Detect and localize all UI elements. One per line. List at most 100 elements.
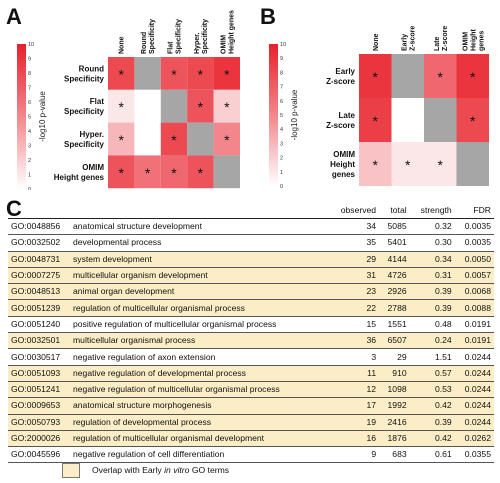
- go-id-cell: GO:0009653: [8, 397, 70, 415]
- observed-cell: 23: [328, 283, 380, 301]
- go-term-cell: negative regulation of developmental pro…: [70, 365, 329, 382]
- strength-cell: 0.34: [409, 251, 455, 268]
- column-label: Height: [470, 29, 477, 51]
- go-id-cell: GO:0051239: [8, 299, 70, 317]
- column-label: genes: [478, 31, 485, 51]
- colorbar-tick-label: 4: [280, 127, 283, 133]
- colorbar-tick-label: 8: [28, 71, 31, 77]
- fdr-cell: 0.0088: [454, 299, 494, 317]
- heatmap-cell: [187, 155, 214, 189]
- colorbar-tick-label: 7: [280, 85, 283, 91]
- column-label: Round: [141, 32, 148, 54]
- significance-star: *: [224, 99, 230, 115]
- go-term-cell: multicellular organismal process: [70, 332, 329, 350]
- heatmap-cell: [108, 57, 135, 90]
- observed-cell: 36: [328, 332, 380, 350]
- heatmap-cell: [160, 89, 188, 123]
- row-label: Specificity: [64, 74, 105, 83]
- heatmap-cell: [424, 142, 457, 186]
- row-label: OMIM: [333, 150, 355, 159]
- strength-cell: 0.57: [409, 365, 455, 382]
- colorbar-tick-label: 4: [28, 129, 31, 135]
- total-cell: 2788: [379, 299, 410, 317]
- go-term-cell: negative regulation of axon extension: [70, 348, 329, 366]
- go-term-cell: system development: [70, 251, 329, 268]
- strength-cell: 0.39: [409, 414, 455, 431]
- go-id-cell: GO:0045596: [8, 446, 70, 464]
- legend-swatch: [62, 463, 80, 478]
- significance-star: *: [198, 66, 204, 82]
- go-id-cell: GO:0051241: [8, 381, 70, 399]
- strength-cell: 0.39: [409, 299, 455, 317]
- heatmap-cell: [134, 57, 161, 90]
- legend-text-post: GO terms: [189, 465, 230, 475]
- row-label: Hyper.: [80, 130, 104, 139]
- table-row: GO:0051093 negative regulation of develop…: [8, 365, 494, 382]
- heatmap-cell: [160, 57, 188, 90]
- column-label: Z-score: [442, 26, 449, 51]
- go-term-cell: positive regulation of multicellular org…: [70, 316, 329, 334]
- significance-star: *: [171, 165, 177, 181]
- row-label: Round: [79, 64, 104, 73]
- heatmap-cell: [213, 57, 240, 90]
- legend-text-pre: Overlap with Early: [92, 465, 165, 475]
- row-label: Z-score: [326, 77, 355, 86]
- strength-cell: 0.53: [409, 381, 455, 399]
- significance-star: *: [470, 113, 476, 129]
- heatmap-cell: [213, 155, 240, 189]
- total-cell: 2416: [379, 414, 410, 431]
- go-term-cell: developmental process: [70, 234, 329, 252]
- colorbar-tick-label: 5: [28, 115, 31, 121]
- go-id-cell: GO:2000026: [8, 430, 70, 448]
- fdr-cell: 0.0035: [454, 218, 494, 236]
- column-label: Height genes: [228, 10, 235, 54]
- fdr-cell: 0.0244: [454, 348, 494, 366]
- strength-cell: 0.30: [409, 234, 455, 252]
- significance-star: *: [438, 157, 444, 173]
- go-term-cell: regulation of multicellular organismal p…: [70, 299, 329, 317]
- total-cell: 1551: [379, 316, 410, 334]
- table-row: GO:0048513 animal organ development 23 2926…: [8, 283, 494, 301]
- heatmap-cell: [160, 155, 188, 189]
- header-observed: observed: [328, 203, 380, 219]
- observed-cell: 9: [328, 446, 380, 464]
- fdr-cell: 0.0244: [454, 365, 494, 382]
- heatmap-cell: [391, 54, 424, 98]
- strength-cell: 0.39: [409, 283, 455, 301]
- strength-cell: 0.48: [409, 316, 455, 334]
- colorbar-tick-label: 5: [280, 113, 283, 119]
- row-label: Specificity: [64, 140, 105, 149]
- row-label: OMIM: [82, 163, 104, 172]
- observed-cell: 19: [328, 414, 380, 431]
- go-term-cell: negative regulation of cell differentiat…: [70, 446, 329, 464]
- observed-cell: 17: [328, 397, 380, 415]
- total-cell: 1098: [379, 381, 410, 399]
- significance-star: *: [470, 69, 476, 85]
- significance-star: *: [224, 66, 230, 82]
- table-row: GO:0048731 system development 29 4144 0.34 0.…: [8, 251, 494, 268]
- heatmap-cell: [456, 54, 489, 98]
- panel-b-label: B: [260, 4, 276, 29]
- table-row: GO:0048856 anatomical structure developme…: [8, 218, 494, 236]
- go-id-cell: GO:0048731: [8, 251, 70, 268]
- fdr-cell: 0.0035: [454, 234, 494, 252]
- heatmap-cell: [456, 98, 489, 142]
- heatmap-cell: [160, 122, 188, 156]
- go-id-cell: GO:0050793: [8, 414, 70, 431]
- observed-cell: 11: [328, 365, 380, 382]
- colorbar-tick-label: 8: [280, 70, 283, 76]
- colorbar-tick-label: 1: [280, 170, 283, 176]
- row-label: Late: [339, 111, 356, 120]
- go-id-cell: GO:0032502: [8, 234, 70, 252]
- fdr-cell: 0.0244: [454, 381, 494, 399]
- table-row: GO:0007275 multicellular organism develop…: [8, 267, 494, 285]
- heatmap-cell: [359, 142, 392, 186]
- strength-cell: 1.51: [409, 348, 455, 366]
- observed-cell: 31: [328, 267, 380, 285]
- heatmap-cell: [456, 142, 489, 186]
- heatmap-cell: [134, 89, 161, 123]
- column-label: Early: [401, 34, 408, 51]
- column-label: OMIM: [462, 32, 469, 51]
- heatmap-cell: [391, 98, 424, 142]
- table-row: GO:0032501 multicellular organismal proce…: [8, 332, 494, 350]
